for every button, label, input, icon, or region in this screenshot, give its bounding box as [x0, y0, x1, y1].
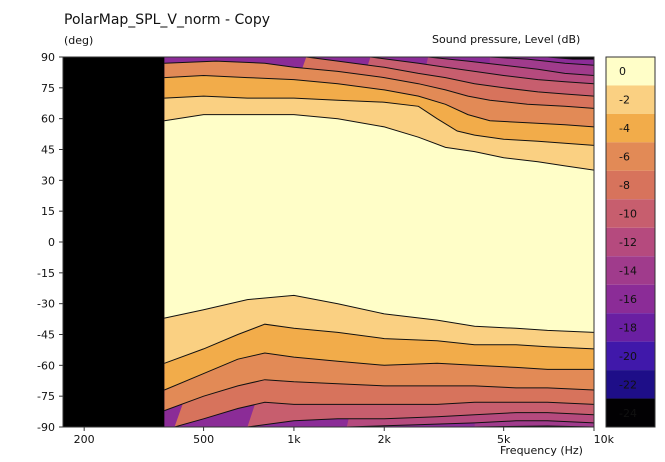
colorbar-swatch [606, 142, 655, 171]
contour-line-minus14-upper [428, 57, 594, 76]
y-tick-label: 90 [41, 51, 55, 64]
colorbar-swatch [606, 341, 655, 371]
y-tick-label: 60 [41, 113, 55, 126]
colorbar-swatch [606, 199, 655, 228]
x-tick-label: 2k [378, 433, 392, 446]
y-tick-label: 45 [41, 144, 55, 157]
chart-title: PolarMap_SPL_V_norm - Copy [64, 12, 271, 28]
y-tick-label: 75 [41, 82, 55, 95]
band-above-minus2 [164, 114, 594, 333]
colorbar-swatch [606, 256, 655, 285]
colorbar-swatch [606, 227, 655, 257]
x-tick-label: 5k [497, 433, 511, 446]
y-tick-label: -45 [37, 329, 55, 342]
x-tick-label: 200 [74, 433, 95, 446]
contour-line-minus8-lower [164, 379, 594, 412]
x-tick-label: 500 [193, 433, 214, 446]
colorbar-label: -8 [619, 179, 630, 192]
y-tick-label: -75 [37, 390, 55, 403]
colorbar-label: -12 [619, 236, 637, 249]
plot-area [63, 57, 594, 427]
y-axis-label: (deg) [64, 34, 94, 47]
colorbar-swatch [606, 57, 655, 86]
colorbar-title: Sound pressure, Level (dB) [432, 33, 581, 46]
contour-line-minus6-upper [164, 74, 594, 128]
colorbar-swatch [606, 398, 655, 427]
colorbar-label: -22 [619, 378, 637, 391]
x-tick-label: 10k [594, 433, 615, 446]
y-tick-label: -90 [37, 421, 55, 434]
colorbar-label: -4 [619, 122, 630, 135]
colorbar-swatch [606, 85, 655, 114]
contour-line-minus12-upper [370, 57, 594, 85]
colorbar-swatch [606, 170, 655, 200]
contour-line-minus10-lower [174, 401, 594, 427]
y-tick-label: 0 [48, 236, 55, 249]
colorbar-label: -2 [619, 94, 630, 107]
colorbar-label: -6 [619, 151, 630, 164]
colorbar-label: -16 [619, 293, 637, 306]
colorbar-label: -24 [619, 407, 637, 420]
colorbar-frame [605, 56, 656, 428]
colorbar-label: -20 [619, 350, 637, 363]
x-axis-label: Frequency (Hz) [500, 444, 583, 457]
colorbar-label: -18 [619, 321, 637, 334]
contour-line-minus10-upper [306, 57, 594, 97]
y-tick-label: 30 [41, 174, 55, 187]
colorbar-swatch [606, 313, 655, 342]
contour-line-minus4-lower [164, 323, 594, 364]
contour-line-minus6-lower [164, 352, 594, 391]
contour-line-minus14-lower [346, 420, 594, 427]
y-tick-label: -60 [37, 359, 55, 372]
axes: 90 75 60 45 30 15 0 -15 -30 -45 -60 -75 -90 200 500 1k 2… [37, 51, 615, 446]
colorbar-swatch [606, 113, 655, 143]
y-tick-label: -30 [37, 298, 55, 311]
contour-line-minus8-upper [164, 60, 594, 109]
contour-line-minus12-lower [247, 412, 594, 427]
x-tick-label: 1k [287, 433, 301, 446]
contour-line-minus2-upper [164, 114, 594, 171]
colorbar: 0 -2 -4 -6 -8 -10 -12 -14 -16 -18 -20 -22 -24 [605, 56, 656, 428]
colorbar-label: -14 [619, 264, 637, 277]
colorbar-swatch [606, 370, 655, 399]
y-tick-label: -15 [37, 267, 55, 280]
y-tick-label: 15 [41, 205, 55, 218]
colorbar-label: -10 [619, 208, 637, 221]
no-data-region [63, 57, 165, 427]
contour-line-minus2-lower [164, 294, 594, 333]
contour-line-minus4-upper [164, 95, 594, 146]
contour-line-minus16-upper [489, 57, 594, 66]
colorbar-label: 0 [619, 65, 626, 78]
contour-line-minus18-upper [547, 57, 594, 60]
colorbar-swatch [606, 284, 655, 314]
